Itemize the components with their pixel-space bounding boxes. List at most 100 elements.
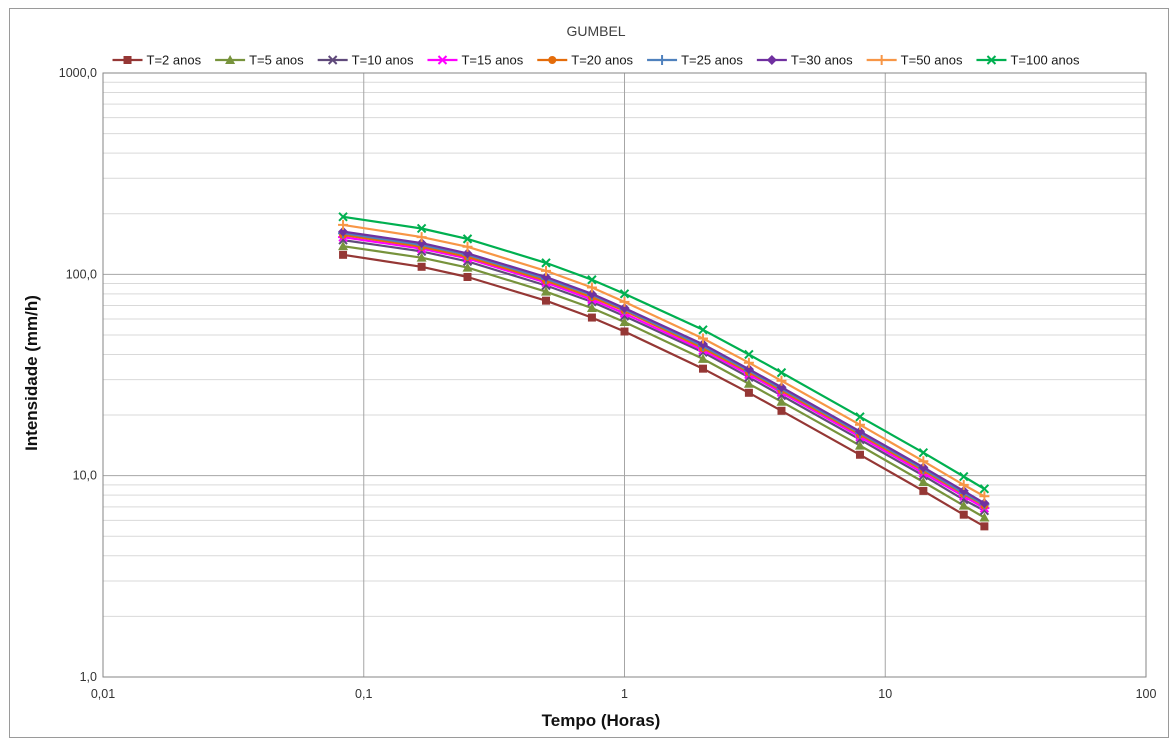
data-point <box>462 248 473 259</box>
legend-entry: T=15 anos <box>427 53 524 68</box>
data-point <box>697 353 708 363</box>
data-point <box>541 271 552 282</box>
legend-label: T=50 anos <box>901 53 963 68</box>
data-point <box>587 313 596 322</box>
data-point <box>918 456 929 467</box>
legend-label: T=30 anos <box>791 53 853 68</box>
data-point <box>619 316 630 326</box>
data-point <box>587 275 597 285</box>
data-point <box>123 56 132 64</box>
data-point <box>697 333 708 344</box>
legend-entry: T=20 anos <box>537 53 634 68</box>
data-point <box>876 55 887 65</box>
data-point <box>586 303 597 313</box>
data-point <box>959 510 968 519</box>
data-point <box>855 450 864 459</box>
x-tick-label: 0,01 <box>91 687 115 701</box>
data-point <box>339 250 348 259</box>
data-point <box>548 56 557 64</box>
data-point <box>958 485 969 496</box>
data-point <box>776 382 787 393</box>
data-point <box>919 486 928 495</box>
data-point <box>743 357 754 368</box>
legend-entry: T=2 anos <box>112 53 202 68</box>
data-point <box>958 500 969 510</box>
data-point <box>744 388 753 397</box>
tick-labels: 1,0 10,0 100,0 1000,0 0,01 0,1 1 10 100 <box>59 66 1157 701</box>
legend-entry: T=10 anos <box>317 53 414 68</box>
data-point <box>958 479 969 490</box>
data-point <box>462 262 473 272</box>
series-t-20-anos <box>339 230 989 510</box>
y-tick-label: 10,0 <box>73 469 97 483</box>
series-t-50-anos <box>338 219 990 502</box>
legend-label: T=2 anos <box>147 53 202 68</box>
x-tick-label: 100 <box>1136 687 1157 701</box>
series-t-2-anos <box>339 250 989 531</box>
data-point <box>918 448 929 458</box>
series-line <box>342 253 985 528</box>
data-point <box>854 440 865 450</box>
data-point <box>586 282 597 293</box>
data-point <box>776 396 787 406</box>
data-point <box>743 364 754 375</box>
legend-label: T=20 anos <box>571 53 633 68</box>
series-line <box>342 245 985 519</box>
data-point <box>979 512 990 522</box>
data-point <box>338 219 349 230</box>
data-point <box>619 303 630 314</box>
data-point <box>743 378 754 388</box>
data-point <box>225 55 236 64</box>
data-point <box>918 462 929 473</box>
data-point <box>777 406 786 415</box>
data-point <box>542 296 551 305</box>
data-point <box>417 262 426 271</box>
series <box>338 212 990 531</box>
data-point <box>986 55 997 65</box>
legend-entry: T=30 anos <box>756 53 853 68</box>
data-point <box>541 286 552 296</box>
y-tick-label: 1000,0 <box>59 66 97 80</box>
data-point <box>766 55 777 65</box>
data-point <box>338 241 349 251</box>
legend-label: T=15 anos <box>461 53 523 68</box>
series-t-100-anos <box>338 212 990 494</box>
y-tick-label: 100,0 <box>66 267 97 281</box>
data-point <box>979 491 990 502</box>
legend-entry: T=5 anos <box>215 53 304 68</box>
legend-label: T=10 anos <box>352 53 414 68</box>
data-point <box>619 289 630 299</box>
x-tick-label: 0,1 <box>355 687 372 701</box>
series-t-15-anos <box>338 232 990 513</box>
data-point <box>697 339 708 350</box>
data-point <box>541 258 551 268</box>
y-axis-title: Intensidade (mm/h) <box>22 295 41 451</box>
data-point <box>437 55 448 65</box>
data-point <box>855 412 865 422</box>
data-point <box>327 55 338 65</box>
plot-area <box>102 72 1147 678</box>
legend-entry: T=50 anos <box>866 53 963 68</box>
data-point <box>918 477 929 487</box>
data-point <box>416 238 427 249</box>
data-point <box>698 325 708 335</box>
data-point <box>463 272 472 281</box>
data-point <box>462 241 473 252</box>
legend-entry: T=100 anos <box>976 53 1080 68</box>
data-point <box>620 327 629 336</box>
series-line <box>342 236 985 510</box>
data-point <box>586 288 597 299</box>
data-point <box>979 484 990 494</box>
data-point <box>462 234 473 244</box>
x-tick-label: 1 <box>621 687 628 701</box>
grid <box>103 73 1146 677</box>
data-point <box>416 232 427 243</box>
data-point <box>657 55 668 65</box>
data-point <box>698 364 707 373</box>
data-point <box>776 367 787 378</box>
legend: T=2 anos T=5 anos T=10 anos T=15 anos T=20 a… <box>112 53 1080 68</box>
legend-label: T=5 anos <box>249 53 304 68</box>
chart-title: GUMBEL <box>566 23 625 39</box>
data-point <box>959 471 969 482</box>
